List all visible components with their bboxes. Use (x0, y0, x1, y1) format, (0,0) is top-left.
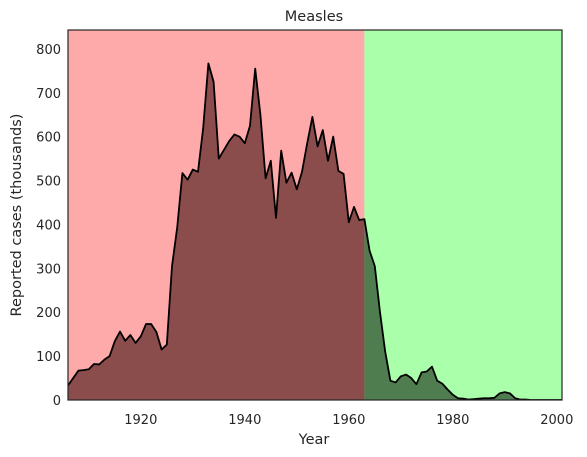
x-tick-label: 1960 (332, 413, 365, 428)
x-tick-label: 1980 (436, 413, 469, 428)
y-tick-label: 0 (53, 394, 61, 409)
x-tick-label: 1920 (124, 413, 157, 428)
plot-area (67, 29, 563, 401)
y-tick-label: 400 (36, 218, 61, 233)
y-tick-label: 500 (36, 175, 61, 190)
y-tick-label: 800 (36, 43, 61, 58)
chart-title: Measles (285, 9, 343, 25)
y-tick-label: 700 (36, 87, 61, 102)
x-tick-label: 1940 (228, 413, 261, 428)
x-tick-label: 2000 (540, 413, 573, 428)
cases-line (68, 62, 562, 400)
y-tick-label: 300 (36, 262, 61, 277)
area-pre-vaccine (68, 63, 365, 400)
x-axis-label: Year (298, 432, 330, 448)
region-post-vaccine (364, 30, 562, 400)
y-tick-label: 600 (36, 131, 61, 146)
area-post-vaccine (364, 219, 562, 400)
series-group (68, 62, 562, 400)
y-tick-label: 100 (36, 350, 61, 365)
y-tick-label: 200 (36, 306, 61, 321)
y-axis-label: Reported cases (thousands) (9, 114, 25, 317)
plot-frame (67, 29, 563, 401)
